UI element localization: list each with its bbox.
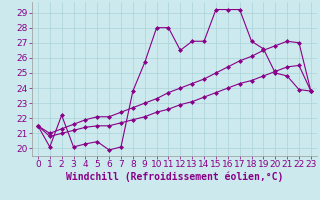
X-axis label: Windchill (Refroidissement éolien,°C): Windchill (Refroidissement éolien,°C) xyxy=(66,172,283,182)
